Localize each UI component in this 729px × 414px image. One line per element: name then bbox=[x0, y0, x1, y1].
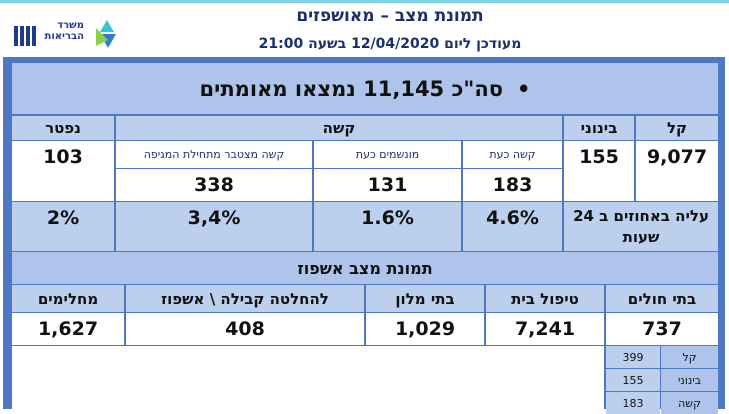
count-cell: 131 bbox=[314, 169, 461, 201]
value-cell: 7,241 bbox=[486, 313, 604, 345]
subheader-cell: קשה כעת bbox=[463, 141, 562, 168]
change-cell: 2% bbox=[12, 202, 114, 251]
header-cell: קשה bbox=[116, 116, 562, 140]
subheader-cell: קשה מצטבר מתחילת המגיפה bbox=[116, 141, 312, 168]
blank-area bbox=[12, 346, 604, 409]
title: תמונת מצב – מאושפזים bbox=[296, 6, 484, 26]
value-cell: 408 bbox=[126, 313, 364, 345]
top-strip bbox=[0, 0, 729, 3]
logo-line: הבריאות bbox=[44, 31, 84, 42]
breakdown-value: 183 bbox=[606, 392, 660, 414]
count-cell: 103 bbox=[12, 141, 114, 201]
breakdown-value: 399 bbox=[606, 346, 660, 368]
header-cell: להחלטה קבילה \ אשפוז bbox=[126, 285, 364, 312]
count-cell: 9,077 bbox=[636, 141, 718, 201]
header-cell: נפטר bbox=[12, 116, 114, 140]
subtitle: מעודכן ליום 12/04/2020 בשעה 21:00 bbox=[258, 36, 522, 52]
section-title: תמונת מצב אשפוז bbox=[12, 252, 718, 284]
change-cell: 3,4% bbox=[116, 202, 312, 251]
breakdown-value: 155 bbox=[606, 369, 660, 391]
logo-line: משרד bbox=[57, 20, 84, 31]
value-cell: 737 bbox=[606, 313, 718, 345]
value-cell: 1,029 bbox=[366, 313, 484, 345]
count-cell: 183 bbox=[463, 169, 562, 201]
breakdown-label: קשה bbox=[661, 392, 718, 414]
logo bbox=[14, 20, 116, 48]
count-cell: 338 bbox=[116, 169, 312, 201]
count-cell: 155 bbox=[564, 141, 634, 201]
header-cell: קל bbox=[636, 116, 718, 140]
change-cell: 4.6% bbox=[463, 202, 562, 251]
change-label: עליה באחוזים ב 24 שעות bbox=[564, 202, 718, 251]
header-cell: מחלימים bbox=[12, 285, 124, 312]
logo-text: משרד הבריאות bbox=[40, 20, 84, 42]
breakdown-label: בינוני bbox=[661, 369, 718, 391]
value-cell: 1,627 bbox=[12, 313, 124, 345]
subheader-cell: מונשמים כעת bbox=[314, 141, 461, 168]
header-cell: בתי חולים bbox=[606, 285, 718, 312]
header-cell: בינוני bbox=[564, 116, 634, 140]
change-cell: 1.6% bbox=[314, 202, 461, 251]
summary: סה"כ 11,145 נמצאו מאומתים bbox=[12, 63, 718, 114]
header-cell: טיפול בית bbox=[486, 285, 604, 312]
header-cell: בתי מלון bbox=[366, 285, 484, 312]
breakdown-label: קל bbox=[661, 346, 718, 368]
